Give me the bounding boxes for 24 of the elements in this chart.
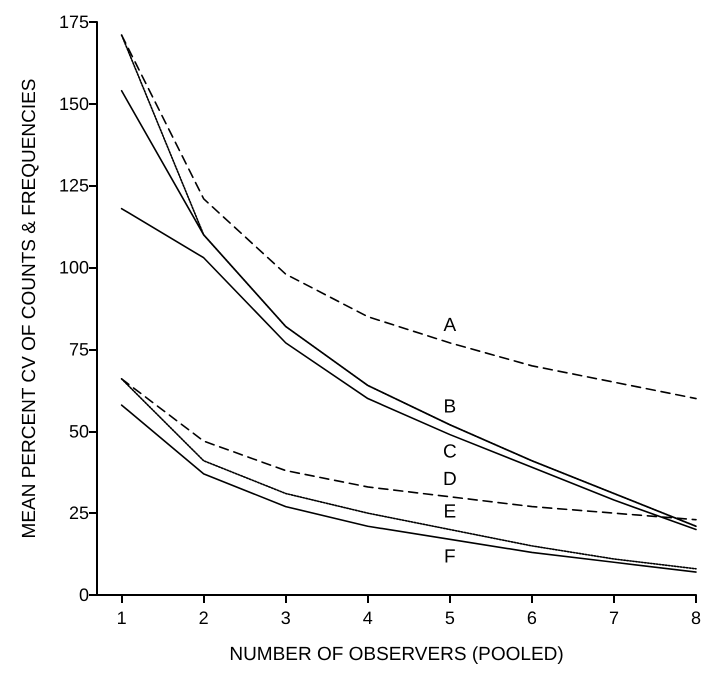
series-label: E (443, 502, 456, 523)
y-tick-label: 175 (58, 12, 89, 32)
series-label: B (443, 396, 456, 418)
x-tick-label: 2 (198, 608, 209, 628)
y-axis-title: MEAN PERCENT CV OF COUNTS & FREQUENCIES (19, 78, 40, 538)
y-tick-label: 75 (68, 339, 89, 360)
series-label: D (442, 468, 457, 490)
series-label: C (442, 442, 457, 463)
x-tick-label: 8 (690, 608, 702, 628)
y-tick-label: 50 (68, 421, 89, 442)
y-tick-label: 150 (58, 94, 89, 114)
y-tick-label: 125 (58, 176, 89, 196)
x-tick-label: 6 (526, 608, 537, 628)
x-axis-title: NUMBER OF OBSERVERS (POOLED) (229, 644, 564, 665)
y-tick-label: 25 (68, 503, 89, 524)
y-tick-label: 100 (58, 258, 89, 278)
x-tick-label: 4 (362, 608, 373, 628)
series-label: A (443, 314, 456, 336)
x-tick-label: 7 (608, 608, 619, 628)
y-tick-label: 0 (78, 585, 89, 605)
x-tick-label: 1 (116, 608, 127, 628)
x-tick-label: 3 (280, 608, 291, 628)
x-tick-label: 5 (444, 608, 455, 628)
series-label: F (444, 546, 456, 568)
